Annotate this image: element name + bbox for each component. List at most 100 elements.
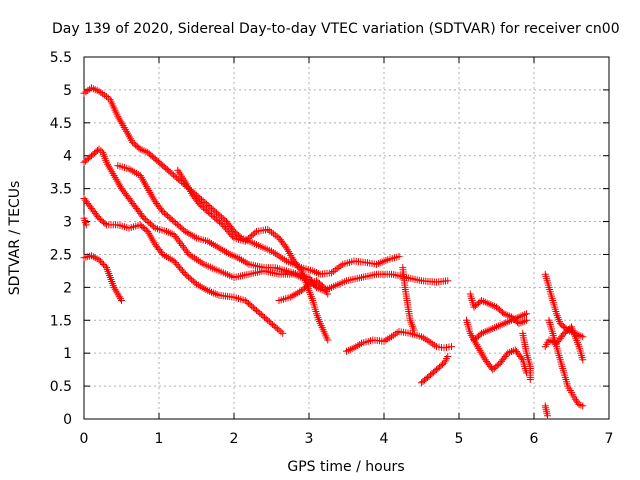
y-tick-label: 0 [63, 412, 72, 428]
data-point [209, 206, 217, 214]
series-track-o [519, 329, 534, 384]
series-track-n [470, 310, 530, 344]
data-point [296, 265, 304, 273]
series-track-g [174, 166, 332, 344]
data-point [158, 206, 165, 214]
data-point [277, 328, 285, 336]
x-tick-label: 1 [155, 431, 164, 447]
data-point [324, 290, 332, 298]
series-track-h [275, 277, 332, 305]
data-point [324, 336, 332, 344]
data-point [573, 397, 580, 405]
data-point [166, 229, 174, 237]
x-tick-label: 6 [530, 431, 539, 447]
y-tick-label: 5 [63, 83, 72, 99]
data-point [206, 203, 214, 211]
series-track-k [418, 352, 452, 387]
y-tick-label: 2.5 [50, 247, 72, 263]
y-tick-label: 0.5 [50, 379, 72, 395]
data-point [177, 240, 185, 248]
data-point [217, 219, 225, 227]
data-point [101, 220, 109, 228]
series-track-r [545, 316, 587, 410]
series-track-l [466, 290, 530, 328]
series-track-s [541, 402, 551, 420]
data-point [98, 259, 106, 267]
x-tick-label: 0 [80, 431, 89, 447]
data-point [273, 325, 281, 333]
data-point [216, 212, 224, 220]
y-tick-label: 4.5 [50, 116, 72, 132]
data-point [170, 231, 178, 239]
data-point [184, 249, 192, 257]
y-tick-label: 2 [63, 280, 72, 296]
data-point [211, 207, 219, 215]
data-point [526, 376, 534, 384]
data-point [178, 241, 186, 249]
data-point [101, 262, 109, 270]
data-point [523, 310, 530, 318]
x-tick-label: 2 [230, 431, 239, 447]
data-point [95, 256, 103, 264]
data-point [180, 269, 188, 277]
data-point [281, 242, 289, 250]
data-point [523, 316, 530, 324]
series-track-j [399, 264, 418, 334]
x-axis-title: GPS time / hours [287, 459, 404, 475]
data-point [180, 243, 188, 251]
data-point [504, 311, 512, 319]
data-point [140, 147, 148, 155]
data-point [139, 213, 147, 221]
data-point [410, 326, 418, 334]
series-track-i [343, 327, 455, 355]
data-point [171, 233, 179, 241]
series-track-d [80, 214, 90, 229]
chart-title: Day 139 of 2020, Sidereal Day-to-day VTE… [52, 21, 620, 37]
data-point [444, 277, 452, 285]
series-track-a [80, 84, 403, 278]
x-tick-label: 3 [305, 431, 314, 447]
data-point [181, 245, 189, 253]
data-point [279, 329, 287, 337]
y-tick-label: 4 [63, 149, 72, 165]
data-point [208, 204, 215, 212]
data-point [571, 395, 579, 403]
data-point [544, 412, 551, 420]
series-track-f [114, 162, 320, 291]
data-point [100, 260, 107, 268]
data-point [395, 252, 403, 260]
y-tick-label: 1 [63, 346, 72, 362]
data-point [218, 213, 225, 221]
data-point [195, 199, 203, 207]
data-point [251, 229, 259, 237]
series-track-b [80, 145, 452, 295]
data-point [173, 234, 181, 242]
data-point [444, 352, 452, 360]
data-point [219, 215, 227, 223]
y-tick-label: 5.5 [50, 50, 72, 66]
data-point [182, 247, 190, 255]
data-point [213, 209, 220, 217]
data-point [579, 402, 587, 410]
data-point [150, 223, 158, 231]
data-point [118, 297, 125, 305]
data-point [319, 282, 326, 290]
y-axis-title: SDTVAR / TECUs [7, 181, 23, 296]
data-point [97, 257, 104, 265]
y-tick-label: 3 [63, 215, 72, 231]
x-tick-label: 7 [605, 431, 614, 447]
data-point [313, 283, 320, 291]
plot-frame [83, 56, 610, 420]
y-tick-label: 3.5 [50, 182, 72, 198]
data-point [201, 199, 209, 207]
data-point [82, 221, 90, 229]
data-point [91, 86, 99, 94]
grid [84, 57, 609, 419]
data-point [175, 238, 183, 246]
data-point [439, 360, 446, 368]
data-point [579, 333, 587, 341]
series-track-e [80, 252, 125, 305]
series-track-p [541, 270, 587, 341]
data-point [198, 196, 205, 204]
